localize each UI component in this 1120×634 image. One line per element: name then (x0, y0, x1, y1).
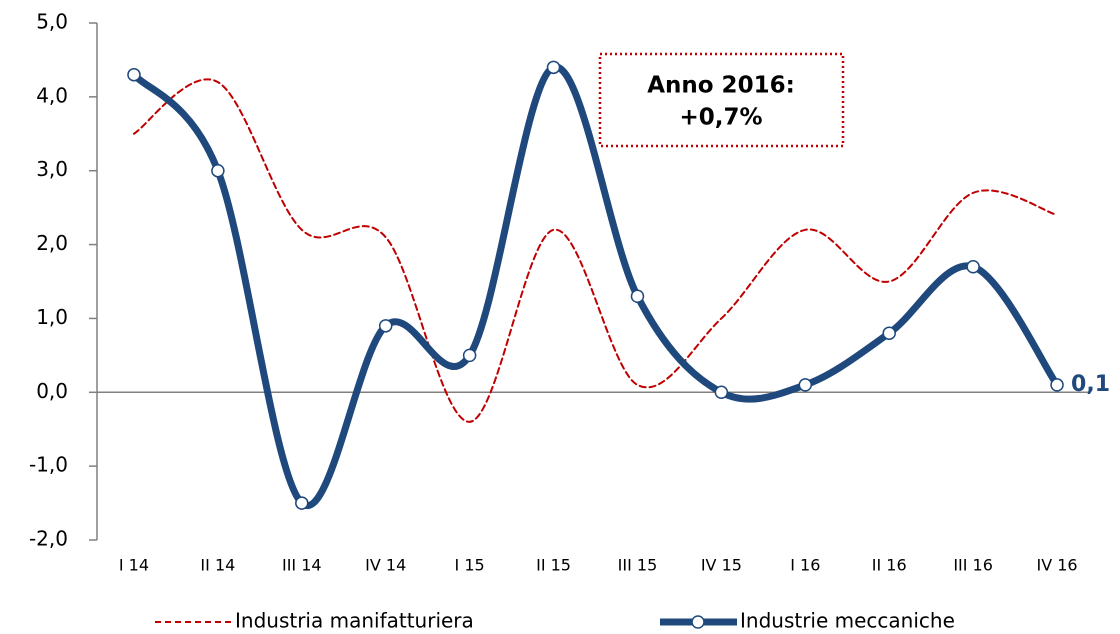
x-tick-label: I 14 (119, 556, 149, 575)
x-tick-label: IV 16 (1036, 556, 1077, 575)
data-label: 0,1 (1071, 372, 1110, 397)
y-tick-label: -2,0 (29, 527, 68, 551)
x-tick-label: IV 15 (701, 556, 742, 575)
annotation: Anno 2016: (647, 73, 795, 99)
y-tick-label: 2,0 (36, 231, 68, 255)
y-tick-label: 3,0 (36, 157, 68, 181)
x-tick-label: III 15 (618, 556, 658, 575)
x-tick-label: II 14 (200, 556, 235, 575)
series-line (130, 63, 1061, 510)
point (882, 326, 896, 340)
x-tick-label: III 14 (282, 556, 322, 575)
point (378, 319, 393, 333)
x-tick-label: III 16 (953, 556, 993, 575)
point (714, 385, 729, 400)
x-tick-label: II 16 (872, 556, 907, 575)
point (127, 67, 141, 82)
y-tick-label: 1,0 (36, 305, 68, 329)
annotation: +0,7% (679, 105, 762, 131)
y-tick-label: 0,0 (36, 379, 68, 403)
point (798, 378, 813, 392)
point (546, 60, 561, 75)
y-tick-label: 4,0 (36, 83, 68, 107)
annotation-box (598, 52, 845, 148)
point (295, 496, 309, 510)
point (630, 289, 645, 304)
x-tick-label: I 16 (790, 556, 820, 575)
point (462, 348, 477, 363)
legend-label: Industria manifatturiera (235, 609, 474, 633)
y-tick-label: -1,0 (29, 453, 68, 477)
legend-label: Industrie meccaniche (740, 609, 955, 633)
y-tick-label: 5,0 (36, 10, 68, 34)
legend-marker (691, 615, 705, 629)
x-tick-label: IV 14 (365, 556, 406, 575)
point (211, 163, 225, 178)
series-line (132, 78, 1059, 423)
x-tick-label: I 15 (455, 556, 485, 575)
x-tick-label: II 15 (536, 556, 571, 575)
point (1050, 378, 1064, 392)
point (966, 259, 980, 274)
